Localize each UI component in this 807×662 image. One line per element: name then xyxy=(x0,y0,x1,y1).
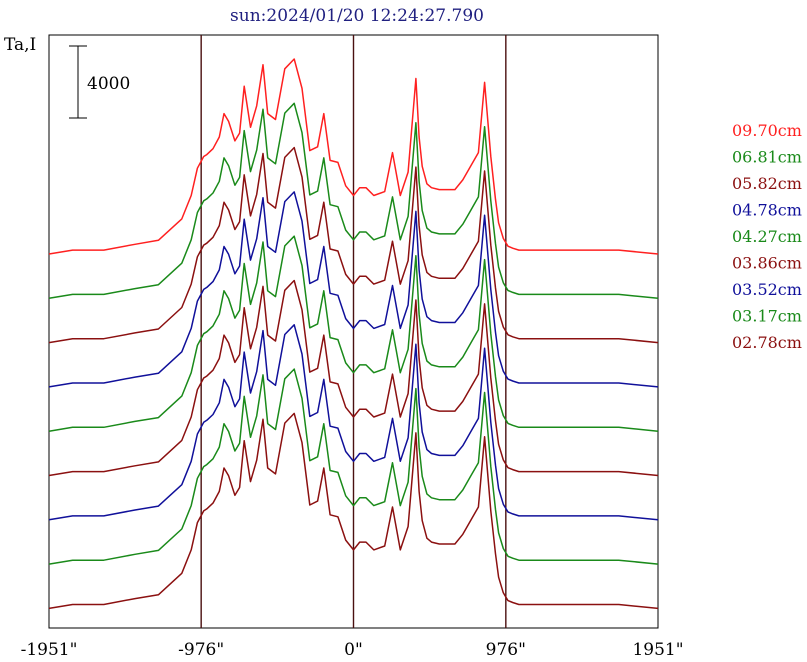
x-tick-label-3: 976" xyxy=(486,640,526,660)
scale-bar-label: 4000 xyxy=(87,74,130,94)
series-line-05_82cm xyxy=(48,146,659,344)
legend: 09.70cm 06.81cm 05.82cm 04.78cm 04.27cm 03.86… xyxy=(732,121,802,352)
series-line-04_78cm xyxy=(48,191,659,388)
legend-entry-7: 03.17cm xyxy=(732,307,802,326)
legend-entry-8: 02.78cm xyxy=(732,333,802,352)
chart-title: sun:2024/01/20 12:24:27.790 xyxy=(230,6,484,26)
legend-entry-4: 04.27cm xyxy=(732,227,802,246)
x-tick-label-4: 1951" xyxy=(632,640,683,660)
y-axis-label: Ta,I xyxy=(4,35,36,55)
legend-entry-6: 03.52cm xyxy=(732,280,802,299)
series-curves xyxy=(48,58,659,610)
x-tick-labels: -1951" -976" 0" 976" 1951" xyxy=(21,640,684,660)
x-tick-label-2: 0" xyxy=(344,640,363,660)
legend-entry-0: 09.70cm xyxy=(732,121,802,140)
legend-entry-3: 04.78cm xyxy=(732,201,802,220)
series-line-09_70cm xyxy=(48,58,659,255)
scale-bar: 4000 xyxy=(69,45,130,119)
vertical-reference-lines xyxy=(200,35,507,628)
series-line-06_81cm xyxy=(48,102,659,300)
x-tick-label-1: -976" xyxy=(178,640,224,660)
series-line-02_78cm xyxy=(48,412,659,610)
x-tick-label-0: -1951" xyxy=(21,640,78,660)
legend-entry-2: 05.82cm xyxy=(732,174,802,193)
series-line-03_17cm xyxy=(48,368,659,565)
series-line-04_27cm xyxy=(48,235,659,432)
legend-entry-5: 03.86cm xyxy=(732,254,802,273)
series-line-03_86cm xyxy=(48,279,659,477)
legend-entry-1: 06.81cm xyxy=(732,148,802,167)
series-line-03_52cm xyxy=(48,324,659,521)
